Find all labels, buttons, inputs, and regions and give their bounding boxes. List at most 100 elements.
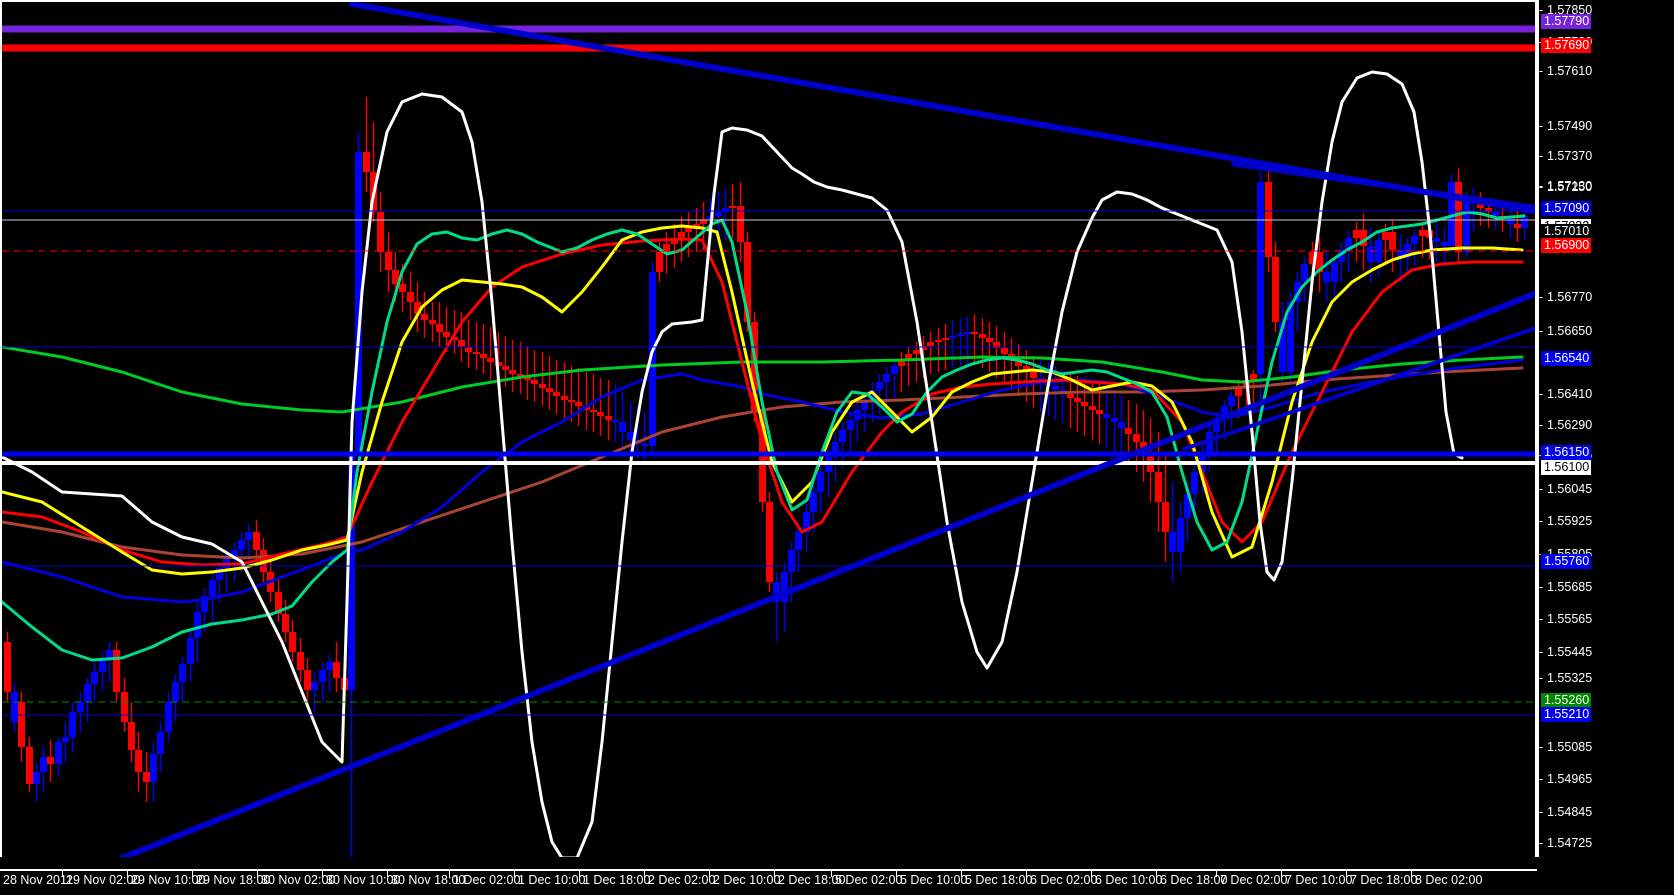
time-axis-label: 30 Nov 02:00 [261,873,336,887]
time-axis-label: 8 Dec 02:00 [1415,873,1483,887]
time-axis[interactable]: 28 Nov 2011 29 Nov 02:00 29 Nov 10:00 29 No… [0,857,1674,895]
candle-body [656,252,663,272]
candle-body [297,652,304,670]
candle-body [971,332,978,334]
candle-body [568,400,575,402]
price-level-label[interactable]: 1.57790 [1541,14,1592,29]
candle-body [1257,182,1264,374]
candle-body [605,416,612,420]
time-tick [1156,871,1157,877]
candle-body [766,502,773,582]
candle-body [1360,230,1367,246]
candle-body [1096,410,1103,414]
time-tick [1091,871,1092,877]
candle-body [465,347,472,352]
candle-body [1485,208,1492,212]
candle-body [275,592,282,614]
candle-body [1382,232,1389,240]
time-axis-label: 7 Dec 02:00 [1220,873,1288,887]
candle-body [348,454,355,690]
candle-body [641,444,648,446]
candle-body [1323,272,1330,282]
candle-body [1118,422,1125,428]
candle-body [979,334,986,338]
candle-body [1125,428,1132,434]
candle-body [1162,502,1169,532]
candle-body [1433,238,1440,242]
candle-body [803,512,810,532]
candle-body [209,580,216,596]
time-tick [774,871,775,877]
candle-body [1389,232,1396,250]
candle-body [69,712,76,737]
candle-body [795,532,802,550]
time-tick [127,871,128,877]
time-tick [1346,871,1347,877]
candle-body [817,472,824,492]
indicator-line [2,366,1524,560]
candle-body [876,382,883,390]
candle-body [1015,360,1022,366]
time-axis-label: 30 Nov 18:00 [391,873,466,887]
candle-body [1074,398,1081,402]
time-axis-label: 29 Nov 10:00 [131,873,206,887]
candle-body [1492,212,1499,216]
price-level-label[interactable]: 1.56150 [1541,445,1592,460]
candle-body [1463,198,1470,252]
time-tick [192,871,193,877]
candle-body [627,432,634,440]
candle-body [546,388,553,392]
candle-body [612,420,619,422]
candle-body [986,338,993,342]
time-axis-label: 2 Dec 18:00 [778,873,846,887]
candle-body [700,220,707,224]
price-level-label[interactable]: 1.57010 [1541,224,1592,239]
trendline[interactable] [119,290,1537,857]
candle-body [935,340,942,342]
price-level-label[interactable]: 1.55760 [1541,554,1592,569]
candle-body [1103,414,1110,418]
price-level-label[interactable]: 1.56540 [1541,351,1592,366]
candle-body [55,742,62,764]
candle-body [1441,242,1448,246]
price-tick: -1.55085 [1539,740,1593,754]
price-level-label[interactable]: 1.57690 [1541,38,1592,53]
candle-body [121,692,128,722]
candle-body [451,337,458,340]
chart-plot-area[interactable]: FXCM MT4, © 2001-2011 MetaQuotes Softwar… [0,0,1537,857]
candle-body [157,732,164,754]
candle-body [964,332,971,334]
candle-body [47,757,54,764]
candle-body [1169,532,1176,552]
candle-body [4,642,11,692]
candle-body [487,358,494,362]
candle-body [289,632,296,652]
candle-body [319,670,326,682]
time-tick [62,871,63,877]
candle-body [179,664,186,682]
candle-body [1052,386,1059,390]
price-level-label[interactable]: 1.55260 [1541,693,1592,708]
price-tick: -1.55445 [1539,645,1593,659]
candle-body [1213,418,1220,432]
candle-body [773,582,780,602]
candle-body [715,212,722,216]
candle-body [561,396,568,400]
price-tick: -1.54725 [1539,836,1593,850]
price-level-label[interactable]: 1.56100 [1541,460,1592,475]
price-level-label[interactable]: 1.56900 [1541,238,1592,253]
price-level-label[interactable]: 1.57090 [1541,201,1592,216]
trendline[interactable] [1182,326,1537,451]
price-level-label[interactable]: 1.55210 [1541,707,1592,722]
candle-body [942,338,949,340]
candle-body [517,374,524,376]
candle-body [575,402,582,406]
trendline[interactable] [1231,161,1537,210]
candle-body [11,692,18,722]
price-axis[interactable]: -1.57850-1.57730-1.57610-1.57490-1.57370… [1537,0,1674,883]
candle-body [429,320,436,324]
candle-body [649,272,656,446]
price-tick: -1.55325 [1539,671,1593,685]
price-tick: -1.56290 [1539,418,1593,432]
candle-body [1367,246,1374,262]
